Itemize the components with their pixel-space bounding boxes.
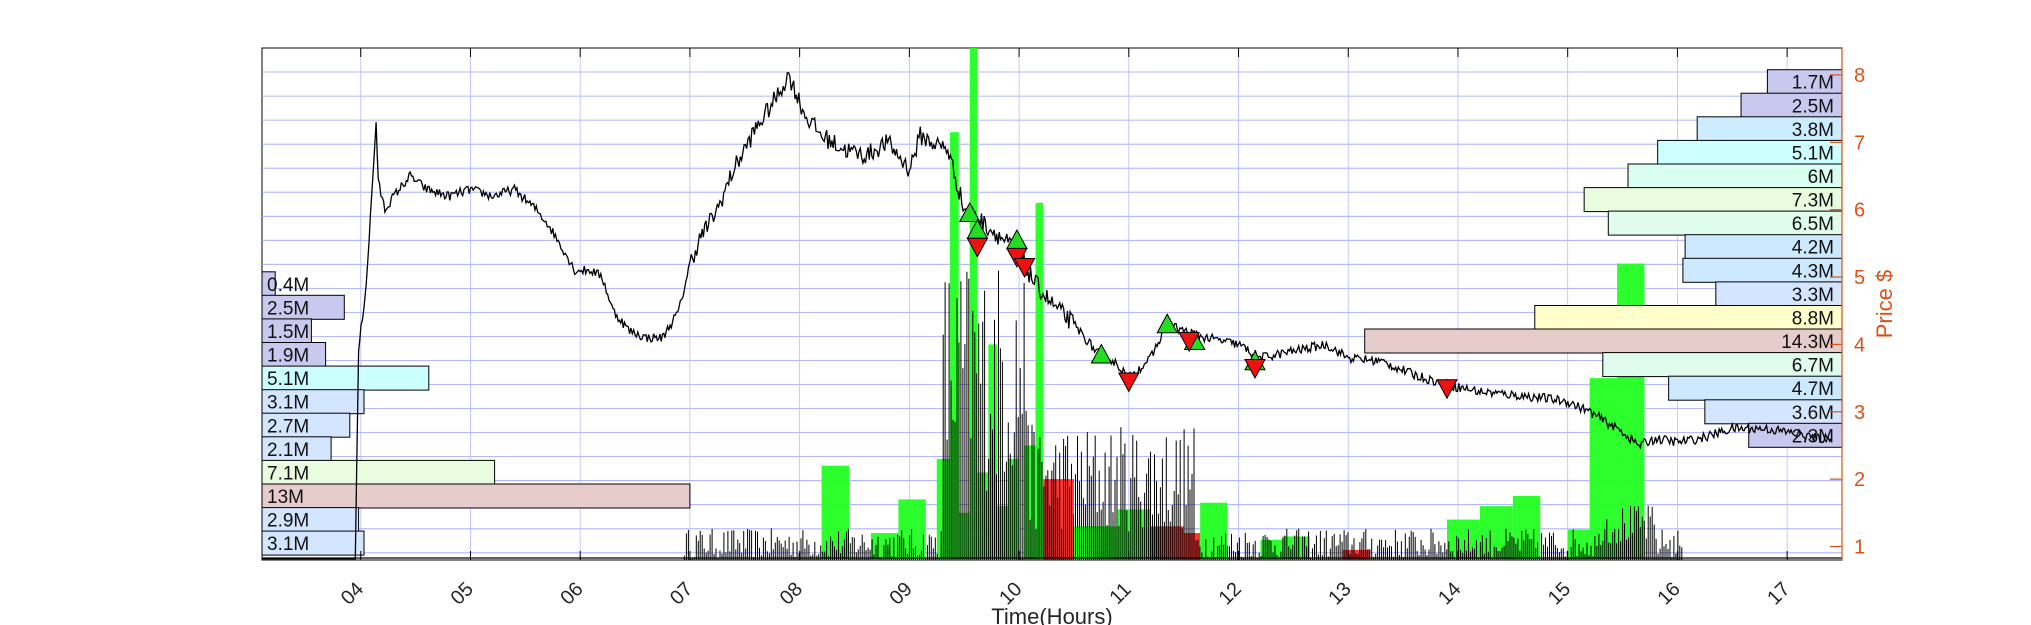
volume-profile-label: 5.1M	[267, 369, 309, 390]
sell-marker	[966, 237, 989, 258]
volume-bar	[1035, 202, 1044, 560]
x-tick-label: 05	[447, 578, 478, 609]
volume-profile-label: 6.5M	[1792, 214, 1834, 235]
volume-bar	[1024, 445, 1036, 560]
sell-marker	[1006, 247, 1028, 268]
x-tick-label: 13	[1324, 578, 1355, 609]
sell-marker	[1178, 332, 1200, 353]
volume-profile-bar	[261, 530, 365, 556]
volume-bar	[1150, 526, 1184, 560]
volume-profile-label: 3.1M	[267, 393, 309, 414]
volume-bar	[1008, 458, 1020, 560]
volume-profile-label: 8.8M	[1792, 309, 1834, 330]
volume-profile-label: 13M	[267, 487, 304, 508]
y-tick-label: 6	[1854, 200, 1865, 222]
y-tick-label: 2	[1854, 469, 1865, 491]
volume-profile-bar	[261, 436, 332, 462]
buy-marker	[1090, 343, 1113, 364]
volume-profile-label: 4.7M	[1792, 379, 1834, 400]
buy-marker	[958, 202, 981, 223]
volume-profile-label: 2.5M	[267, 298, 309, 319]
price-line	[262, 71, 1832, 560]
y-tick-label: 4	[1854, 334, 1865, 356]
sell-marker	[1117, 372, 1140, 393]
volume-bar	[1447, 519, 1480, 560]
volume-profile-label: 14.3M	[1781, 332, 1834, 353]
volume-profile-bar	[1682, 257, 1843, 283]
x-tick-label: 04	[337, 578, 368, 609]
volume-profile-bar	[1715, 281, 1843, 307]
volume-profile-bar	[1583, 187, 1843, 213]
volume-profile-label: 1.5M	[267, 322, 309, 343]
y-tick-label: 7	[1854, 132, 1865, 154]
volume-profile-bar	[1766, 69, 1843, 95]
x-tick-label: 17	[1763, 578, 1794, 609]
sell-marker	[1244, 359, 1266, 380]
volume-bar	[958, 512, 970, 560]
y-tick-label: 1	[1854, 537, 1865, 559]
volume-profile-bar	[1364, 328, 1843, 354]
buy-marker	[1156, 313, 1179, 334]
volume-profile-bar	[1684, 234, 1843, 260]
volume-profile-label: 6M	[1808, 167, 1834, 188]
volume-profile-label: 0.4M	[267, 275, 309, 296]
volume-profile-label: 2.9M	[267, 511, 309, 532]
volume-bar	[949, 132, 959, 561]
volume-profile-label: 3.8M	[1792, 120, 1834, 141]
x-axis-label: Time(Hours)	[991, 604, 1112, 625]
sell-marker	[1013, 257, 1036, 278]
volume-profile-bar	[261, 459, 496, 485]
y-tick-label: 3	[1854, 402, 1865, 424]
volume-profile-label: 3.1M	[267, 534, 309, 555]
x-tick-label: 06	[556, 578, 587, 609]
y-tick-label: 5	[1854, 267, 1865, 289]
y-tick-label: 8	[1854, 65, 1865, 87]
y-axis-label: Price $	[1872, 270, 1897, 338]
volume-profile-bar	[261, 365, 430, 391]
volume-profile-label: 3.6M	[1792, 403, 1834, 424]
volume-profile-bar	[261, 342, 327, 367]
volume-profile-label: 6.7M	[1792, 356, 1834, 377]
x-tick-label: 16	[1654, 578, 1685, 609]
volume-profile-bar	[1627, 163, 1843, 189]
sell-marker	[1436, 379, 1458, 400]
volume-bar	[1342, 549, 1371, 560]
volume-profile-label: 7.3M	[1792, 191, 1834, 212]
volume-profile-bar	[261, 412, 351, 438]
volume-profile-label: 1.7M	[1792, 73, 1834, 94]
volume-profile-label: 2.5M	[1792, 96, 1834, 117]
volume-bar	[1589, 378, 1618, 560]
volume-profile-bar	[1704, 399, 1843, 425]
volume-bar	[898, 499, 926, 560]
volume-bar	[969, 48, 978, 560]
volume-profile-bar	[1657, 139, 1843, 165]
trade-markers	[958, 202, 1458, 400]
volume-bar	[1043, 479, 1074, 560]
x-tick-label: 07	[666, 578, 697, 609]
y-axis-ticks: 1 2 3 4 5 6 7 8	[1830, 65, 1865, 559]
volume-profile-bar	[261, 483, 691, 509]
volume-profile-bar	[1740, 92, 1843, 118]
volume-profile-label: 4.2M	[1792, 238, 1834, 259]
volume-profile-label: 1.9M	[267, 346, 309, 367]
volume-profile-label: 2.1M	[267, 440, 309, 461]
volume-profile-left: 0.4M2.5M1.5M1.9M5.1M3.1M2.7M2.1M7.1M13M2…	[261, 271, 691, 556]
volume-profile-label: 3.3M	[1792, 285, 1834, 306]
x-tick-label: 15	[1544, 578, 1575, 609]
volume-profile-label: 4.3M	[1792, 261, 1834, 282]
volume-profile-right: 1.7M2.5M 3.8M5.1M 6M 7.3M6.5M 4.2M4.3M 3.3M 8.…	[1364, 69, 1843, 448]
x-tick-label: 14	[1434, 578, 1465, 609]
volume-profile-label: 7.1M	[267, 463, 309, 484]
volume-spikes	[262, 270, 1842, 560]
volume-profile-label: 5.1M	[1792, 143, 1834, 164]
x-tick-label: 12	[1215, 578, 1246, 609]
volume-profile-label: 2.7M	[267, 416, 309, 437]
x-tick-label: 08	[776, 578, 807, 609]
x-tick-label: 09	[885, 578, 916, 609]
